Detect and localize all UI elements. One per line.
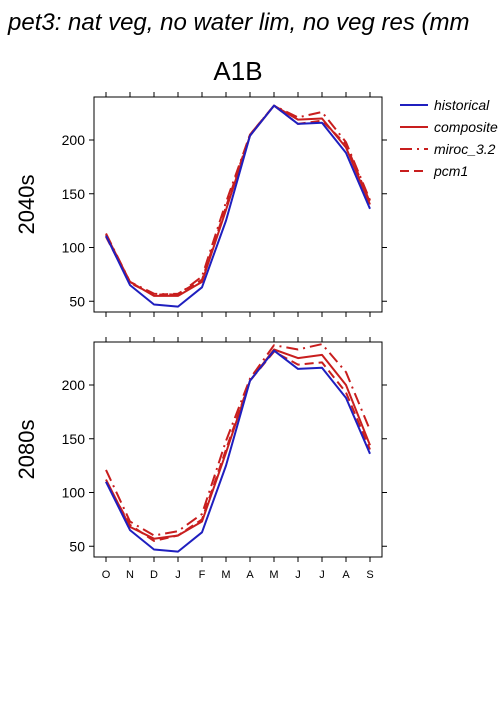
series-line-historical [105, 349, 371, 553]
x-tick-label: F [199, 569, 206, 581]
legend-label: miroc_3.2 [434, 141, 496, 157]
chart-title: pet3: nat veg, no water lim, no veg res … [7, 9, 470, 36]
x-tick-label: O [102, 569, 111, 581]
x-tick-label: J [295, 569, 301, 581]
y-tick-label: 50 [69, 293, 85, 309]
x-tick-label: S [366, 569, 373, 581]
panel-title: A1B [213, 56, 262, 86]
row-label: 2040s [14, 175, 39, 235]
x-tick-label: D [150, 569, 158, 581]
legend-item: historical [400, 97, 490, 113]
panel-frame [93, 96, 383, 313]
legend-label: composite [434, 119, 498, 135]
y-tick-label: 200 [62, 377, 86, 393]
legend-label: historical [434, 97, 490, 113]
panel-2080s: 50 100 150 200 2080s O N D J F M A M J J A S [14, 337, 387, 581]
legend: historical composite miroc_3.2 pcm1 [400, 97, 498, 179]
y-tick-label: 150 [62, 186, 86, 202]
legend-label: pcm1 [433, 163, 468, 179]
legend-item: pcm1 [400, 163, 468, 179]
x-tick-label: J [175, 569, 181, 581]
panel-2040s: 50 100 150 200 2040s [14, 92, 387, 317]
series-line-pcm1 [105, 350, 371, 542]
series-line-historical [105, 104, 371, 308]
panel-frame [93, 341, 383, 558]
x-tick-label: M [269, 569, 278, 581]
x-tick-label: J [319, 569, 325, 581]
panels: 50 100 150 200 2040s 50 100 150 200 2080s O N D J F M A M… [14, 92, 387, 581]
y-tick-label: 200 [62, 132, 86, 148]
series-line-miroc-3-2 [105, 343, 371, 537]
series-line-pcm1 [105, 104, 371, 296]
legend-item: miroc_3.2 [400, 141, 496, 157]
x-tick-label: A [246, 569, 254, 581]
y-tick-label: 100 [62, 240, 86, 256]
x-tick-label: M [221, 569, 230, 581]
row-label: 2080s [14, 420, 39, 480]
legend-item: composite [400, 119, 498, 135]
x-tick-label: A [342, 569, 350, 581]
y-tick-label: 100 [62, 485, 86, 501]
y-tick-label: 150 [62, 431, 86, 447]
x-tick-label: N [126, 569, 134, 581]
y-tick-label: 50 [69, 538, 85, 554]
